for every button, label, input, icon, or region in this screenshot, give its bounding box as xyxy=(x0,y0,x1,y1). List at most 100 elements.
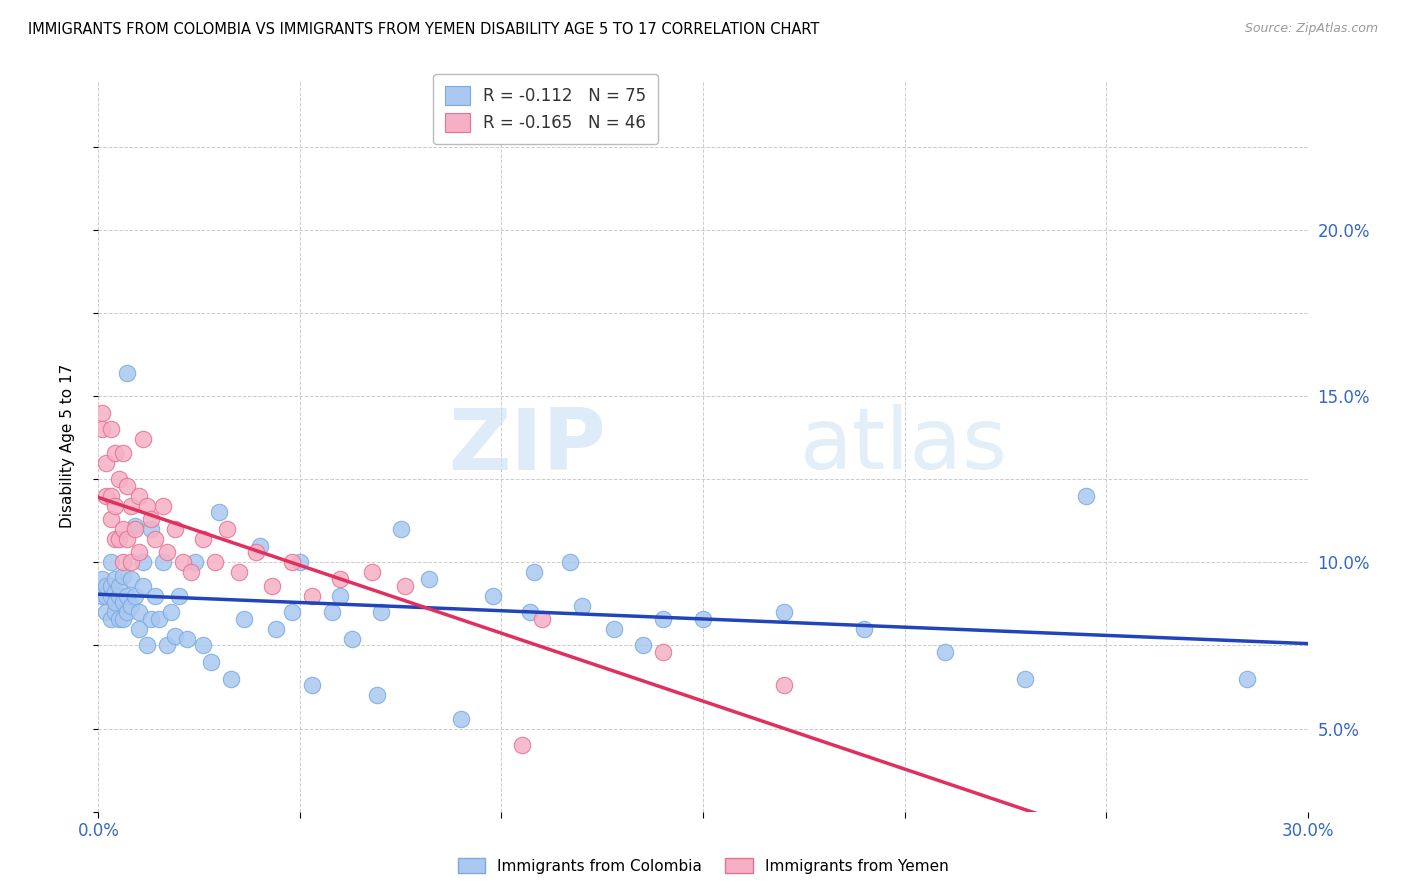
Point xyxy=(167,589,190,603)
Point xyxy=(115,589,138,603)
Point xyxy=(100,422,122,436)
Point xyxy=(558,555,581,569)
Point xyxy=(651,612,673,626)
Point xyxy=(510,738,533,752)
Point xyxy=(96,579,118,593)
Point xyxy=(120,499,142,513)
Point xyxy=(111,612,134,626)
Text: Source: ZipAtlas.com: Source: ZipAtlas.com xyxy=(1244,22,1378,36)
Point xyxy=(482,589,505,603)
Point xyxy=(143,532,166,546)
Point xyxy=(111,555,134,569)
Point xyxy=(180,566,202,580)
Point xyxy=(288,555,311,569)
Point xyxy=(100,589,122,603)
Point xyxy=(111,568,134,582)
Point xyxy=(934,645,956,659)
Point xyxy=(100,612,122,626)
Point xyxy=(603,622,626,636)
Point xyxy=(361,566,384,580)
Point xyxy=(394,579,416,593)
Point xyxy=(853,622,876,636)
Point xyxy=(103,595,125,609)
Point xyxy=(103,585,125,599)
Point xyxy=(128,489,150,503)
Point xyxy=(228,566,250,580)
Point xyxy=(1014,672,1036,686)
Point xyxy=(329,572,352,586)
Text: ZIP: ZIP xyxy=(449,404,606,488)
Point xyxy=(115,366,138,380)
Point xyxy=(176,632,198,646)
Point xyxy=(120,555,142,569)
Point xyxy=(107,612,129,626)
Point xyxy=(115,532,138,546)
Point xyxy=(132,433,155,447)
Point xyxy=(124,522,146,536)
Point xyxy=(103,445,125,459)
Point xyxy=(519,605,541,619)
Point xyxy=(204,555,226,569)
Point xyxy=(301,678,323,692)
Point xyxy=(772,605,794,619)
Point xyxy=(120,572,142,586)
Point xyxy=(107,532,129,546)
Point xyxy=(139,612,162,626)
Point xyxy=(249,539,271,553)
Point xyxy=(91,422,114,436)
Point xyxy=(111,595,134,609)
Point xyxy=(103,499,125,513)
Point xyxy=(772,678,794,692)
Point xyxy=(111,522,134,536)
Point xyxy=(100,579,122,593)
Point xyxy=(128,622,150,636)
Point xyxy=(208,506,231,520)
Text: atlas: atlas xyxy=(800,404,1008,488)
Point xyxy=(245,545,267,559)
Point xyxy=(281,555,304,569)
Point xyxy=(301,589,323,603)
Point xyxy=(1074,489,1097,503)
Point xyxy=(651,645,673,659)
Point xyxy=(139,522,162,536)
Point xyxy=(120,599,142,613)
Point xyxy=(329,589,352,603)
Point xyxy=(160,605,183,619)
Text: IMMIGRANTS FROM COLOMBIA VS IMMIGRANTS FROM YEMEN DISABILITY AGE 5 TO 17 CORRELA: IMMIGRANTS FROM COLOMBIA VS IMMIGRANTS F… xyxy=(28,22,820,37)
Point xyxy=(523,566,546,580)
Point xyxy=(91,406,114,420)
Point xyxy=(366,689,388,703)
Point xyxy=(124,518,146,533)
Point xyxy=(96,456,118,470)
Point xyxy=(692,612,714,626)
Point xyxy=(221,672,243,686)
Point xyxy=(100,489,122,503)
Point xyxy=(148,612,170,626)
Point xyxy=(217,522,239,536)
Point xyxy=(264,622,287,636)
Point xyxy=(91,589,114,603)
Point xyxy=(450,712,472,726)
Point xyxy=(260,579,283,593)
Point xyxy=(342,632,364,646)
Point xyxy=(103,532,125,546)
Point xyxy=(200,655,222,669)
Point xyxy=(163,628,186,642)
Point xyxy=(132,555,155,569)
Point xyxy=(232,612,254,626)
Point xyxy=(139,512,162,526)
Point xyxy=(571,599,593,613)
Legend: R = -0.112   N = 75, R = -0.165   N = 46: R = -0.112 N = 75, R = -0.165 N = 46 xyxy=(433,74,658,145)
Point xyxy=(96,605,118,619)
Point xyxy=(135,639,157,653)
Legend: Immigrants from Colombia, Immigrants from Yemen: Immigrants from Colombia, Immigrants fro… xyxy=(451,852,955,880)
Point xyxy=(1236,672,1258,686)
Point xyxy=(100,555,122,569)
Point xyxy=(124,589,146,603)
Point xyxy=(103,605,125,619)
Point xyxy=(156,639,179,653)
Point xyxy=(115,605,138,619)
Point xyxy=(135,499,157,513)
Point xyxy=(631,639,654,653)
Point xyxy=(100,512,122,526)
